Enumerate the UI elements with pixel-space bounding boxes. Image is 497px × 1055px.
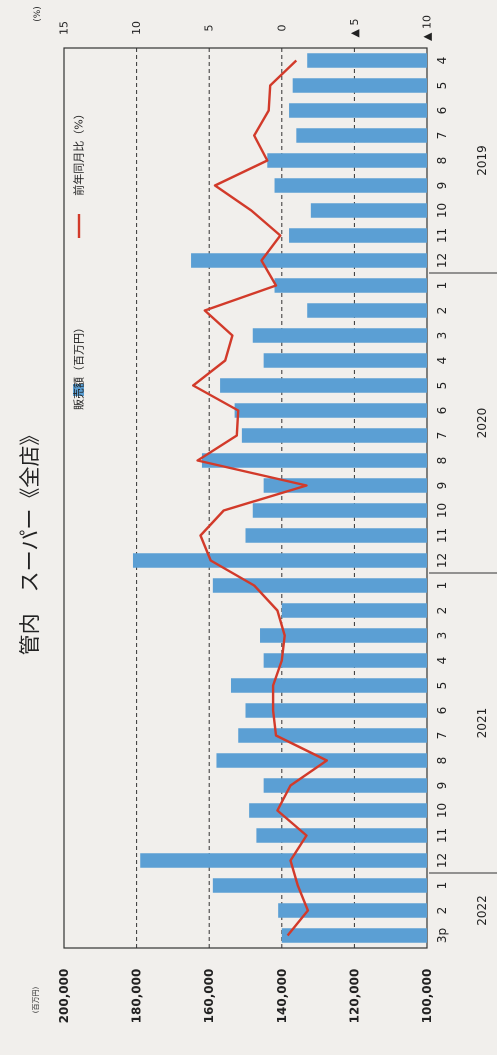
month-label: 8 bbox=[435, 157, 449, 165]
bar bbox=[307, 303, 427, 318]
right-axis-tick: 5 bbox=[203, 25, 216, 32]
bar bbox=[249, 803, 427, 818]
month-label: 6 bbox=[435, 407, 449, 415]
bar bbox=[245, 528, 427, 543]
month-label: 7 bbox=[435, 732, 449, 740]
right-axis-unit: (%) bbox=[33, 6, 43, 22]
bar bbox=[201, 453, 427, 468]
month-label: 5 bbox=[435, 82, 449, 90]
month-label: 5 bbox=[435, 682, 449, 690]
bar bbox=[140, 853, 428, 868]
year-label: 2022 bbox=[475, 895, 489, 926]
bar bbox=[260, 628, 427, 643]
month-label: 4 bbox=[435, 657, 449, 665]
year-label: 2019 bbox=[475, 145, 489, 176]
bar bbox=[256, 828, 427, 843]
legend-bar-swatch bbox=[73, 384, 84, 396]
month-label: 12 bbox=[435, 253, 449, 268]
bar bbox=[252, 503, 427, 518]
bar bbox=[212, 578, 427, 593]
legend-bar-label: 販売額（百万円） bbox=[73, 322, 86, 410]
bar bbox=[191, 253, 427, 268]
bar bbox=[296, 128, 427, 143]
month-label: 1 bbox=[435, 582, 449, 590]
chart-title: 管内 スーパー《全店》 bbox=[18, 425, 42, 656]
bar bbox=[263, 653, 427, 668]
month-label: 3 bbox=[435, 632, 449, 640]
bar bbox=[263, 778, 427, 793]
left-axis-tick: 180,000 bbox=[130, 969, 144, 1024]
right-axis-tick: ▲ 10 bbox=[421, 15, 434, 41]
bar bbox=[132, 553, 427, 568]
bar bbox=[281, 603, 427, 618]
year-label: 2021 bbox=[475, 708, 489, 739]
month-label: 11 bbox=[435, 228, 449, 243]
right-axis-tick: 0 bbox=[275, 25, 288, 32]
month-label: 3p bbox=[435, 928, 449, 943]
bar bbox=[234, 403, 427, 418]
left-axis-tick: 120,000 bbox=[347, 969, 361, 1024]
bar bbox=[241, 428, 427, 443]
month-label: 6 bbox=[435, 707, 449, 715]
bar bbox=[220, 378, 427, 393]
left-axis-tick: 200,000 bbox=[57, 969, 71, 1024]
month-label: 2 bbox=[435, 307, 449, 315]
legend-line-label: 前年同月比（%） bbox=[72, 108, 86, 195]
bar bbox=[238, 728, 427, 743]
month-label: 5 bbox=[435, 382, 449, 390]
month-label: 12 bbox=[435, 853, 449, 868]
left-axis-tick: 160,000 bbox=[202, 969, 216, 1024]
month-label: 2 bbox=[435, 607, 449, 615]
left-axis-tick: 100,000 bbox=[420, 969, 434, 1024]
bar bbox=[216, 753, 427, 768]
bar bbox=[263, 353, 427, 368]
month-label: 2 bbox=[435, 907, 449, 915]
bar bbox=[274, 178, 427, 193]
bar bbox=[263, 478, 427, 493]
month-label: 7 bbox=[435, 132, 449, 140]
bar bbox=[230, 678, 427, 693]
bar bbox=[245, 703, 427, 718]
month-label: 9 bbox=[435, 182, 449, 190]
plot-frame bbox=[63, 47, 428, 949]
month-label: 6 bbox=[435, 107, 449, 115]
right-axis-tick: 15 bbox=[58, 21, 71, 35]
bar bbox=[310, 203, 427, 218]
bar bbox=[252, 328, 427, 343]
month-label: 8 bbox=[435, 457, 449, 465]
month-label: 9 bbox=[435, 482, 449, 490]
bar bbox=[292, 78, 427, 93]
year-label: 2020 bbox=[475, 408, 489, 439]
month-label: 12 bbox=[435, 553, 449, 568]
month-label: 10 bbox=[435, 803, 449, 818]
month-label: 4 bbox=[435, 57, 449, 65]
month-label: 3 bbox=[435, 332, 449, 340]
month-label: 9 bbox=[435, 782, 449, 790]
bar bbox=[278, 903, 427, 918]
bar bbox=[307, 53, 427, 68]
bar bbox=[267, 153, 427, 168]
month-label: 1 bbox=[435, 282, 449, 290]
month-label: 4 bbox=[435, 357, 449, 365]
right-axis-tick: ▲ 5 bbox=[348, 19, 361, 38]
month-label: 7 bbox=[435, 432, 449, 440]
month-label: 10 bbox=[435, 503, 449, 518]
bar bbox=[289, 103, 427, 118]
month-label: 11 bbox=[435, 528, 449, 543]
yoy-line bbox=[191, 59, 328, 937]
month-label: 10 bbox=[435, 203, 449, 218]
bar bbox=[289, 228, 427, 243]
month-label: 8 bbox=[435, 757, 449, 765]
left-axis-unit: (百万円) bbox=[32, 987, 40, 1014]
month-label: 1 bbox=[435, 882, 449, 890]
right-axis-tick: 10 bbox=[130, 21, 143, 35]
bar bbox=[212, 878, 427, 893]
bar bbox=[281, 928, 427, 943]
left-axis-tick: 140,000 bbox=[275, 969, 289, 1024]
month-label: 11 bbox=[435, 828, 449, 843]
bar bbox=[274, 278, 427, 293]
